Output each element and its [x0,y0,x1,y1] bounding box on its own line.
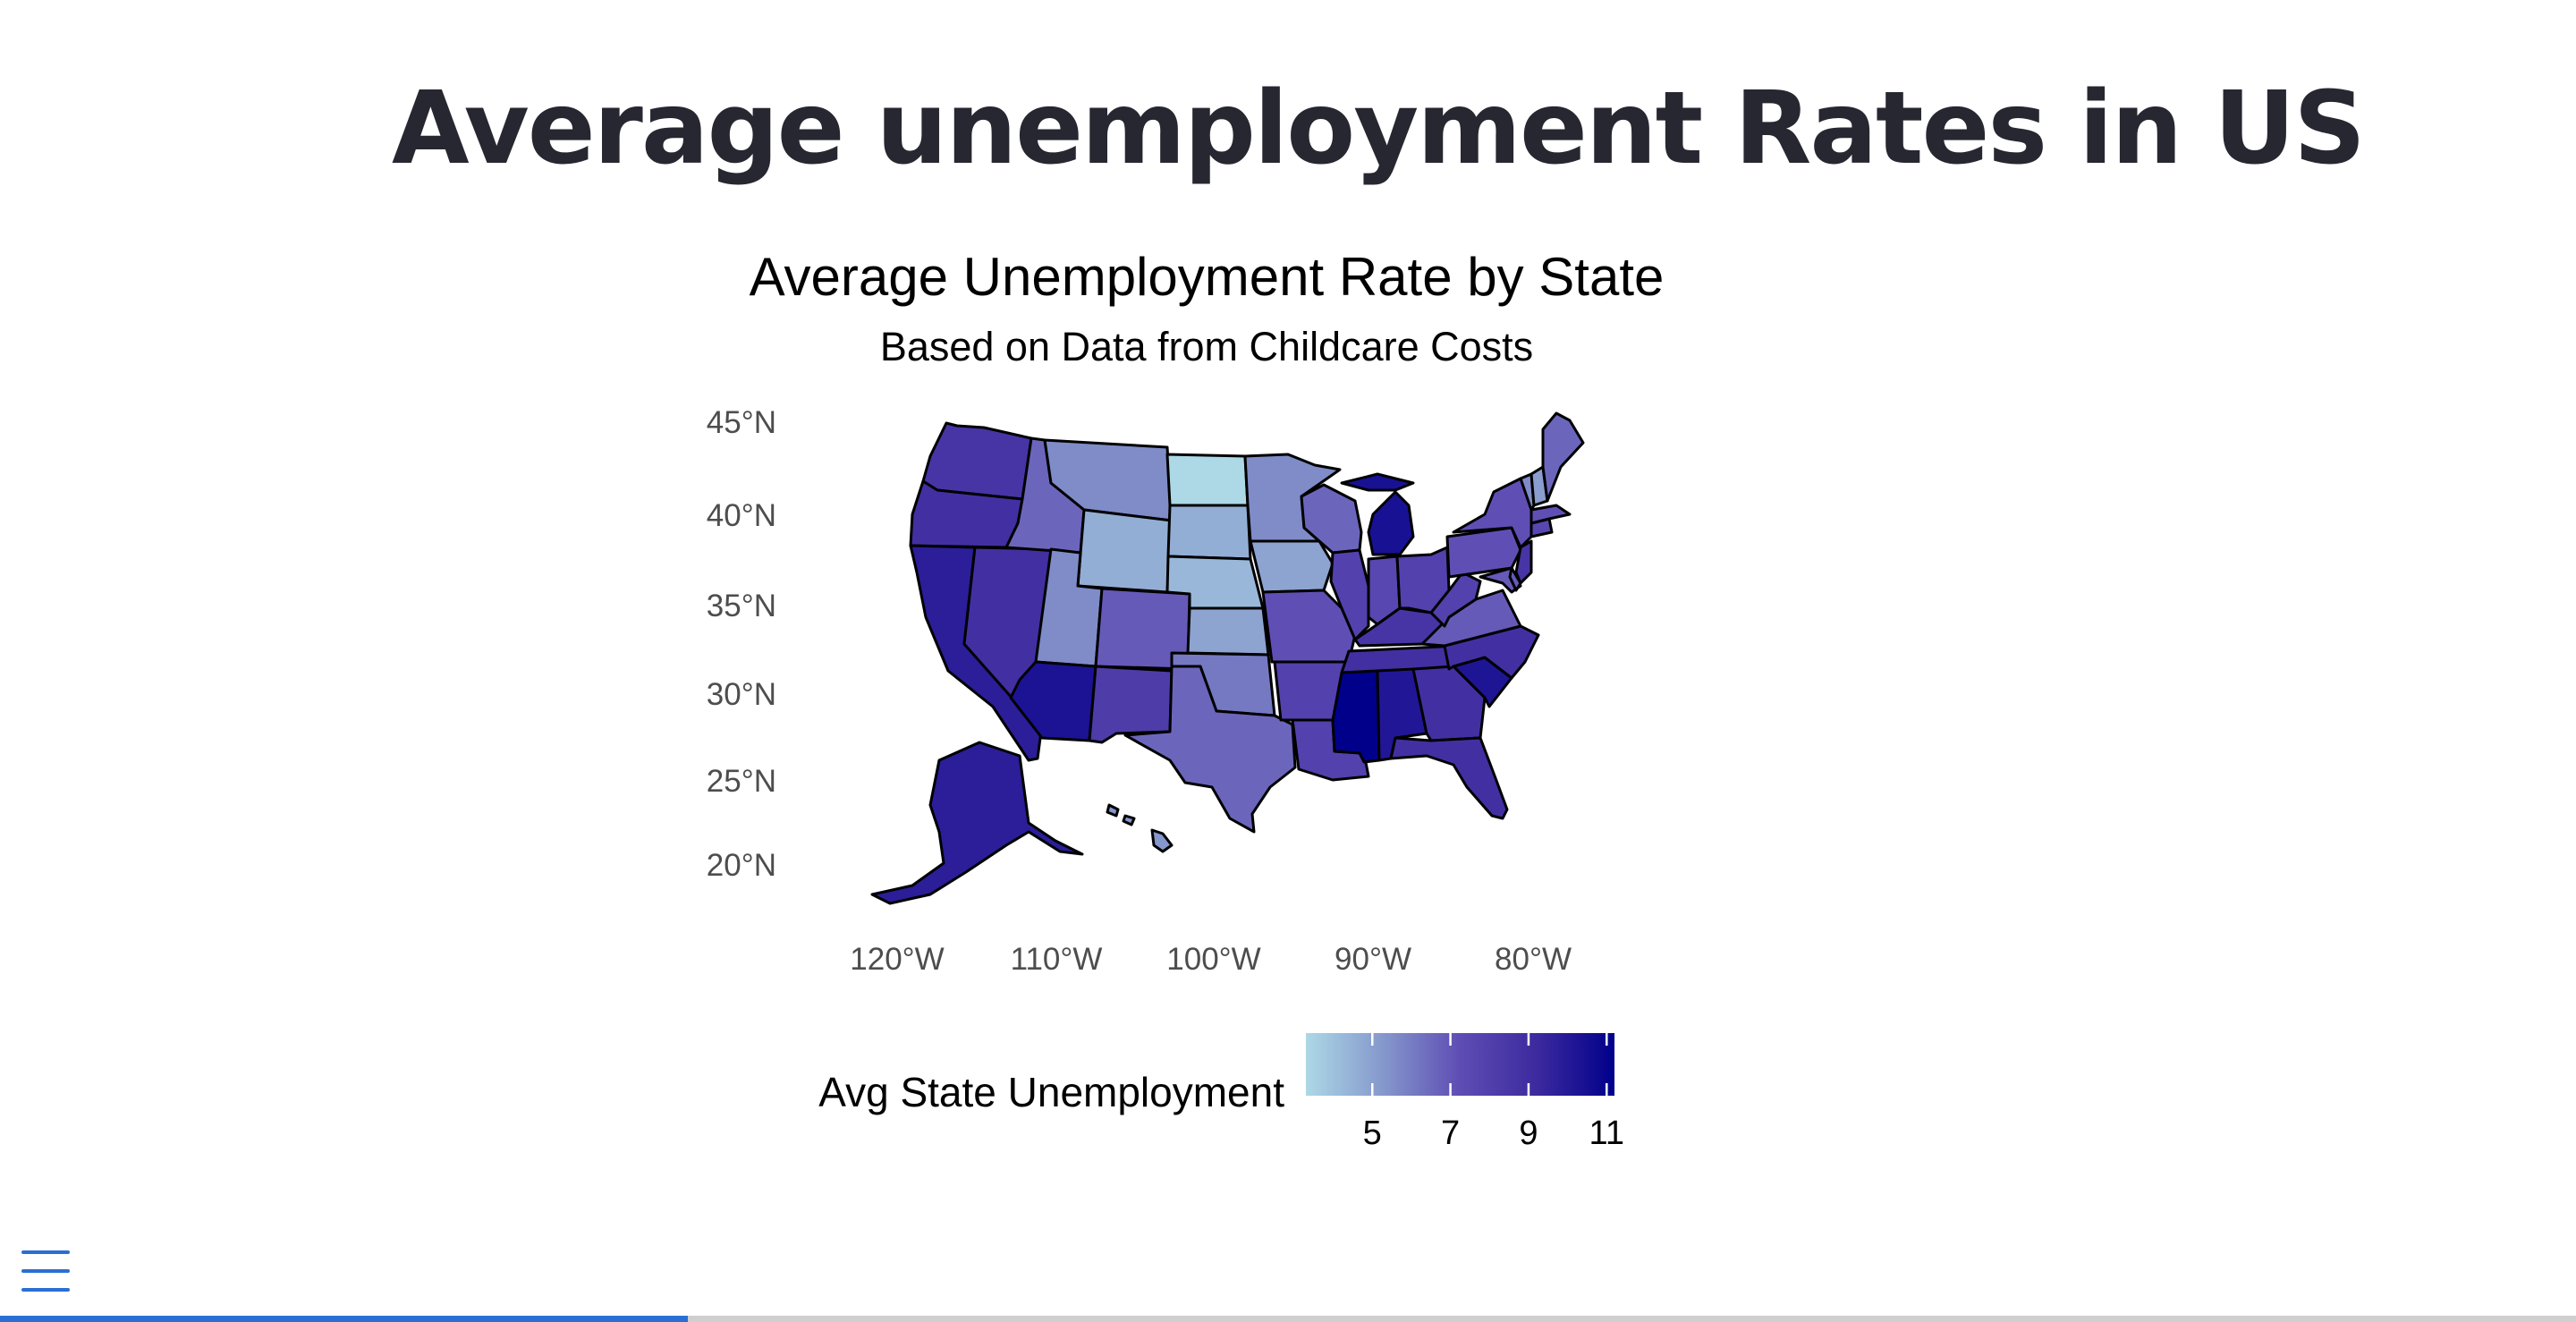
menu-bar [21,1288,70,1292]
state-michigan [1340,472,1415,556]
longitude-tick-label: 90°W [1335,942,1411,977]
state-florida [1389,736,1509,820]
legend-tick-label: 7 [1441,1114,1460,1152]
page-progress-bar [0,1316,2576,1322]
legend-tick-label: 5 [1363,1114,1382,1152]
page-title: Average unemployment Rates in US [392,71,2366,187]
latitude-tick-label: 45°N [707,405,776,440]
latitude-tick-label: 25°N [707,764,776,799]
state-new-mexico [1088,665,1174,744]
legend-tick-label: 9 [1519,1114,1538,1152]
state-mississippi [1331,669,1381,764]
state-map [870,411,1585,905]
longitude-tick-label: 80°W [1495,942,1572,977]
state-iowa [1249,539,1335,594]
chart-title: Average Unemployment Rate by State [750,247,1665,307]
state-maine [1541,411,1585,503]
state-delaware [1508,566,1522,592]
state-wyoming [1076,508,1174,594]
state-west-virginia [1429,571,1482,628]
latitude-tick-label: 35°N [707,589,776,623]
longitude-tick-label: 110°W [1011,942,1103,977]
latitude-tick-label: 30°N [707,677,776,712]
longitude-axis: 120°W 110°W 100°W 90°W 80°W [850,942,1572,977]
state-kansas [1186,606,1270,657]
state-texas [1123,665,1297,834]
longitude-tick-label: 100°W [1166,942,1260,977]
legend-title: Avg State Unemployment [818,1069,1284,1115]
legend-tick-label: 11 [1589,1114,1624,1152]
state-massachusetts [1530,504,1572,525]
longitude-tick-label: 120°W [850,942,944,977]
state-south-dakota [1166,504,1252,561]
legend-colorbar [1306,1033,1614,1096]
legend-ticks: 5 7 9 11 [1363,1033,1624,1152]
menu-bar [21,1250,70,1254]
chart-subtitle: Based on Data from Childcare Costs [880,324,1533,369]
menu-bar [21,1269,70,1273]
menu-icon[interactable] [21,1250,70,1292]
state-hawaii [1106,803,1174,853]
latitude-tick-label: 40°N [707,498,776,533]
state-alaska [870,741,1084,905]
latitude-axis: 45°N 40°N 35°N 30°N 25°N 20°N [707,405,776,883]
page-progress-fill [0,1316,688,1322]
state-north-carolina [1443,624,1540,680]
state-washington [921,421,1033,501]
state-illinois [1329,548,1370,641]
latitude-tick-label: 20°N [707,848,776,883]
state-new-jersey [1514,539,1533,585]
state-north-dakota [1165,453,1250,507]
